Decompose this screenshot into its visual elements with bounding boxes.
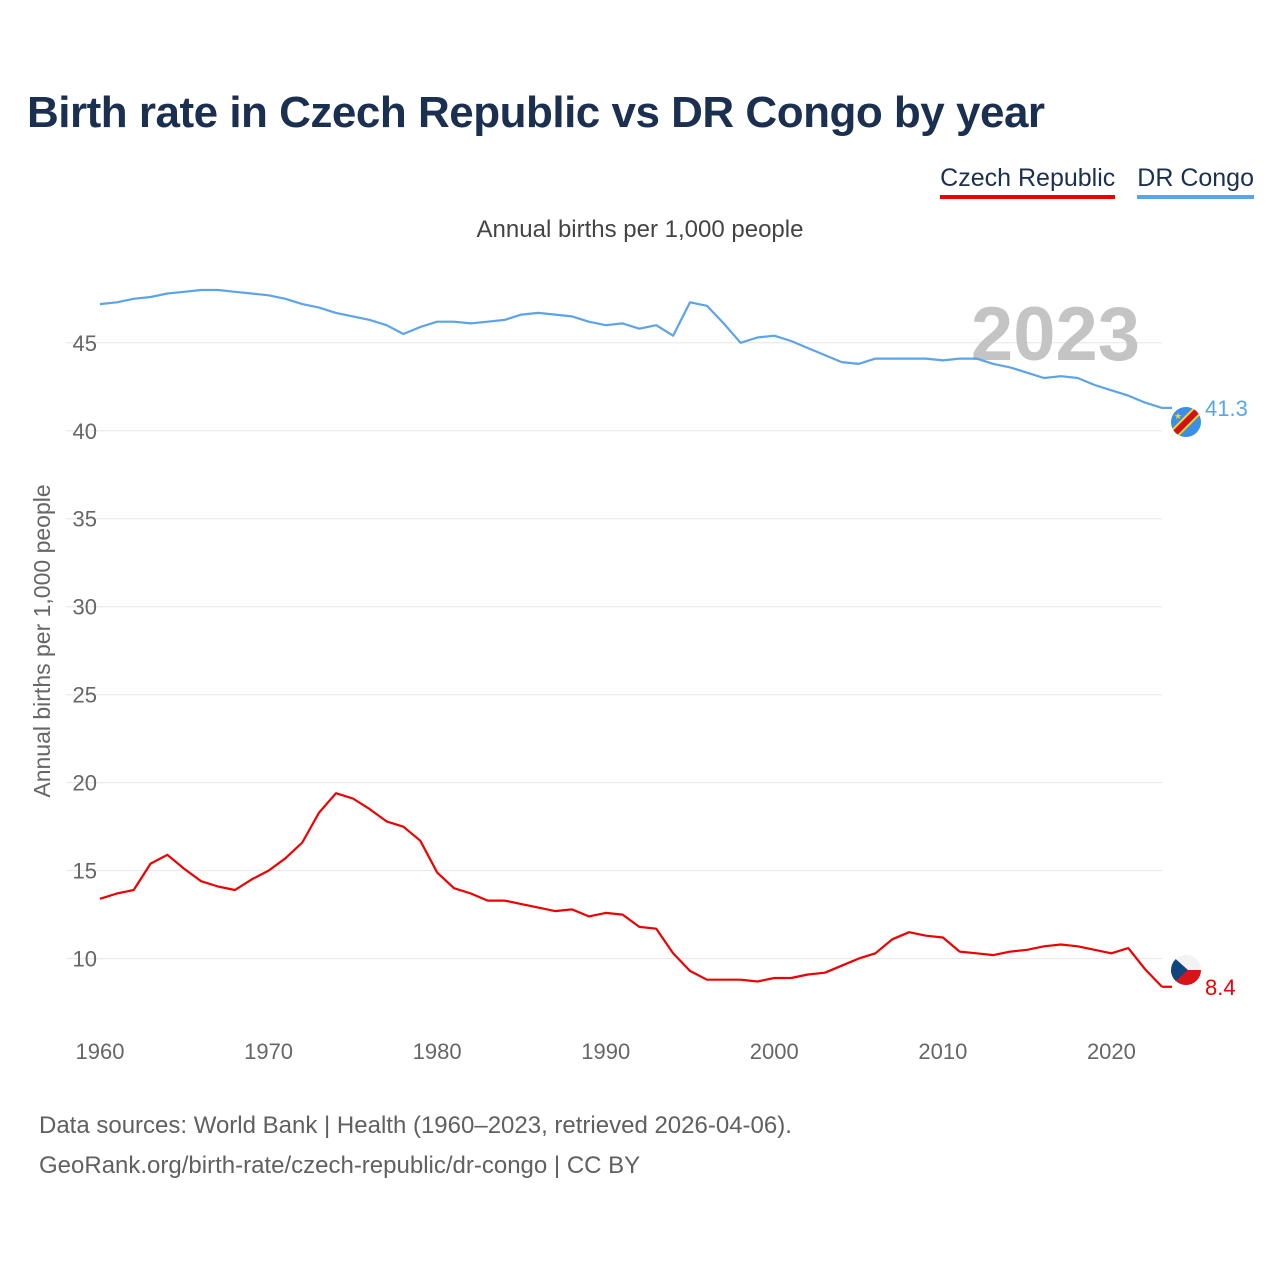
page-title: Birth rate in Czech Republic vs DR Congo…	[27, 88, 1045, 137]
legend-item-dr-congo[interactable]: DR Congo	[1137, 164, 1254, 199]
source-line-2: GeoRank.org/birth-rate/czech-republic/dr…	[39, 1152, 641, 1179]
x-tick-label: 2010	[918, 1039, 967, 1064]
y-tick-label: 20	[73, 771, 97, 796]
series-line-czech-republic	[99, 792, 1163, 988]
x-tick-label: 1980	[413, 1039, 462, 1064]
y-tick-label: 35	[73, 507, 97, 532]
source-line-1: Data sources: World Bank | Health (1960–…	[39, 1112, 792, 1139]
y-axis-title: Annual births per 1,000 people	[29, 484, 55, 797]
end-value-label: 8.4	[1205, 975, 1236, 1000]
y-tick-label: 40	[73, 419, 97, 444]
legend: Czech Republic DR Congo	[940, 164, 1254, 199]
dr-congo-flag-icon: ★	[1171, 407, 1201, 437]
line-chart: 2023 10 15 20 25 30 35 40 45 1960 1970 1980 1990 20…	[29, 288, 1248, 1064]
x-tick-label: 1960	[76, 1039, 125, 1064]
x-tick-label: 1970	[244, 1039, 293, 1064]
x-axis: 1960 1970 1980 1990 2000 2010 2020	[76, 1039, 1136, 1064]
y-tick-label: 45	[73, 331, 97, 356]
y-tick-label: 15	[73, 859, 97, 884]
chart-subtitle: Annual births per 1,000 people	[476, 216, 804, 243]
y-axis: 10 15 20 25 30 35 40 45	[73, 331, 97, 972]
y-tick-label: 10	[73, 947, 97, 972]
series-line-dr-congo	[99, 288, 1163, 409]
czech-republic-flag-icon	[1171, 955, 1201, 985]
x-tick-label: 2020	[1087, 1039, 1136, 1064]
series-end-markers: ★ 8.4 41.3	[1171, 396, 1248, 1000]
x-tick-label: 2000	[750, 1039, 799, 1064]
y-tick-label: 30	[73, 595, 97, 620]
y-tick-label: 25	[73, 683, 97, 708]
source-note: Data sources: World Bank | Health (1960–…	[39, 1106, 792, 1186]
year-watermark: 2023	[971, 292, 1140, 377]
series	[99, 288, 1172, 988]
svg-text:★: ★	[1174, 412, 1182, 422]
end-value-label: 41.3	[1205, 396, 1248, 421]
legend-item-czech-republic[interactable]: Czech Republic	[940, 164, 1116, 199]
gridlines	[66, 342, 1162, 960]
x-tick-label: 1990	[581, 1039, 630, 1064]
